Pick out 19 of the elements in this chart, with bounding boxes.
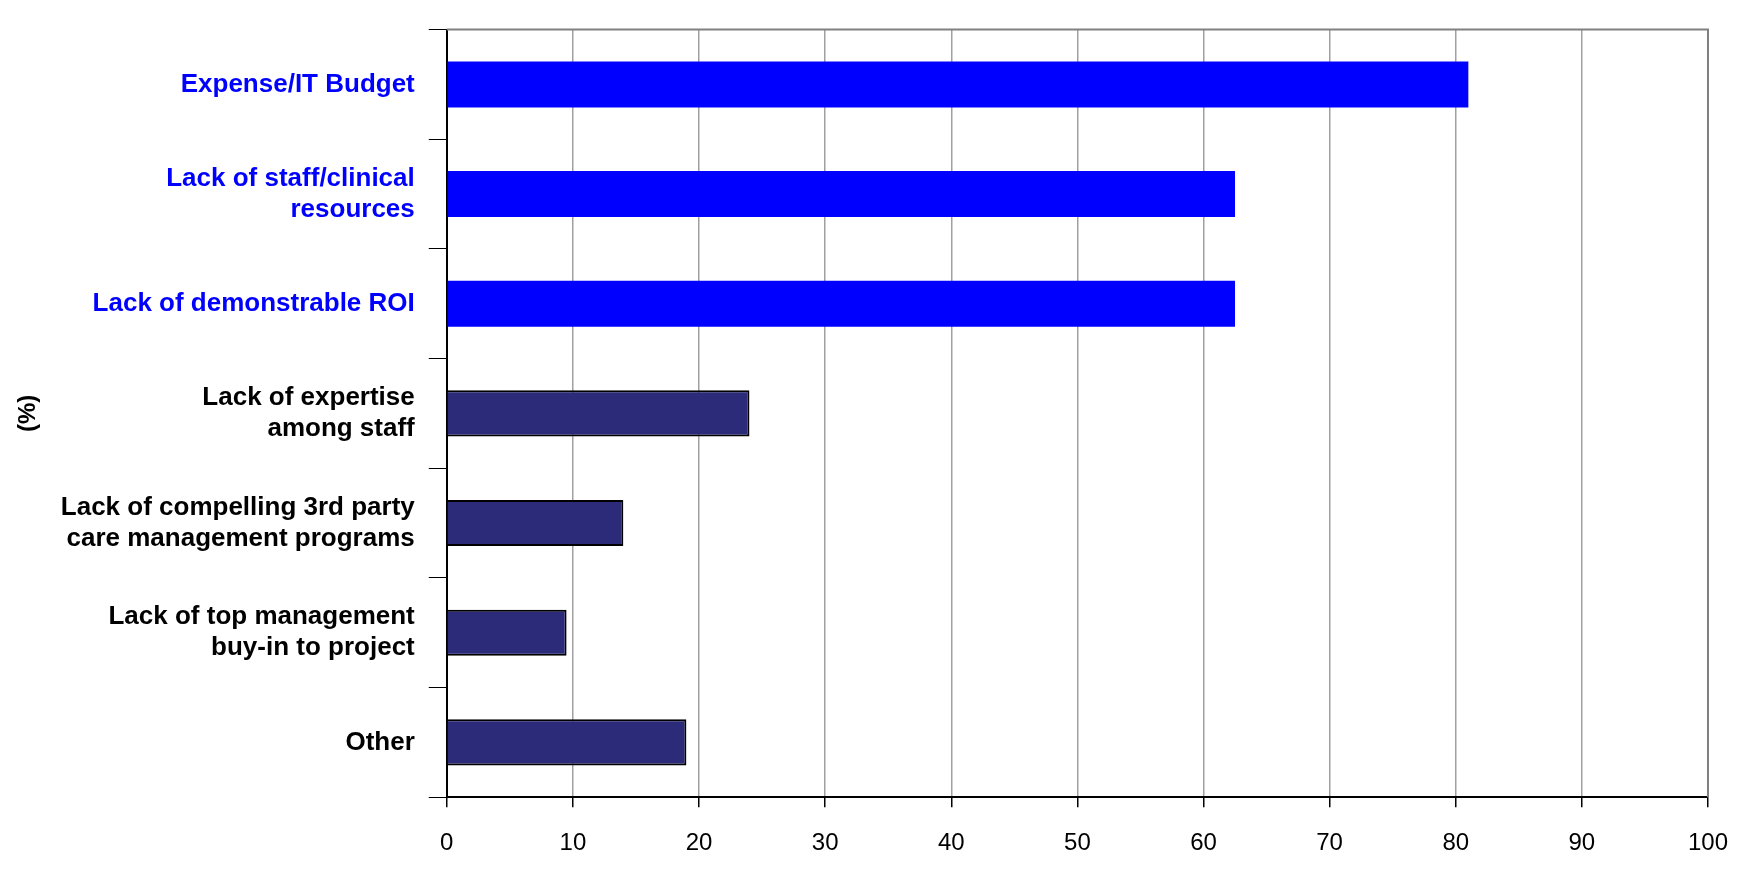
- y-tick-label: Lack of staff/clinical resources: [166, 161, 415, 223]
- x-tick-label: 10: [559, 828, 587, 856]
- y-tick-label: Lack of demonstrable ROI: [92, 286, 415, 317]
- y-axis-title: (%): [13, 394, 41, 433]
- x-tick-label: 100: [1687, 828, 1728, 856]
- y-tick-label: Expense/IT Budget: [180, 67, 416, 98]
- y-tick-label: Lack of top management buy-in to project: [108, 600, 416, 662]
- x-tick-label: 80: [1442, 828, 1470, 856]
- x-tick-label: 60: [1190, 828, 1217, 856]
- x-tick-label: 50: [1064, 828, 1091, 856]
- y-tick-label: Lack of compelling 3rd party care management programs: [60, 490, 416, 552]
- y-tick-label: Lack of expertise among staff: [202, 380, 416, 443]
- x-tick-label: 0: [440, 828, 454, 856]
- x-tick-label: 40: [937, 828, 965, 856]
- x-tick-label: 30: [811, 828, 839, 856]
- x-tick-label: 90: [1568, 828, 1596, 856]
- x-tick-label: 70: [1316, 828, 1343, 856]
- y-tick-label: Other: [345, 725, 415, 756]
- x-tick-label: 20: [685, 828, 713, 856]
